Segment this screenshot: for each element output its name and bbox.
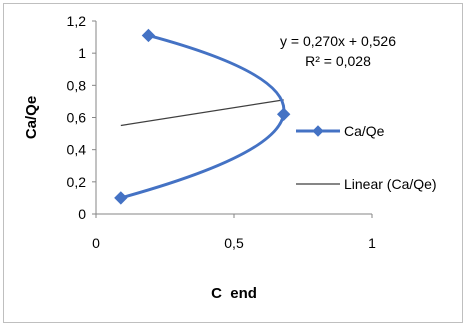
r-squared-label: R² = 0,028 bbox=[305, 53, 371, 69]
legend-marker bbox=[312, 125, 324, 137]
x-tick-label: 0,5 bbox=[224, 235, 244, 251]
y-axis-title: Ca/Qe bbox=[23, 96, 40, 139]
y-tick-label: 0,6 bbox=[67, 110, 87, 126]
trendline-equation: y = 0,270x + 0,526 bbox=[280, 33, 396, 49]
trendline bbox=[120, 99, 284, 127]
x-tick-label: 1 bbox=[368, 235, 376, 251]
y-tick-labels: 0 0,2 0,4 0,6 0,8 1 1,2 bbox=[67, 13, 87, 222]
legend-label-trendline: Linear (Ca/Qe) bbox=[344, 176, 437, 192]
x-tick-label: 0 bbox=[92, 235, 100, 251]
y-tick-label: 1 bbox=[78, 45, 86, 61]
legend: Ca/Qe Linear (Ca/Qe) bbox=[296, 123, 437, 192]
y-tick-label: 0 bbox=[78, 206, 86, 222]
data-point-marker bbox=[141, 28, 156, 43]
y-tick-label: 0,8 bbox=[67, 77, 87, 93]
legend-label-series: Ca/Qe bbox=[344, 123, 385, 139]
chart-frame bbox=[3, 3, 463, 323]
axes bbox=[92, 20, 373, 218]
y-tick-label: 0,2 bbox=[67, 174, 87, 190]
y-tick-label: 0,4 bbox=[67, 142, 87, 158]
data-point-marker bbox=[114, 191, 128, 205]
x-axis-title: C end bbox=[211, 285, 257, 302]
y-tick-label: 1,2 bbox=[67, 13, 87, 29]
plot-area bbox=[114, 28, 291, 205]
data-point-marker bbox=[276, 107, 291, 121]
series-line bbox=[120, 34, 286, 200]
x-tick-labels: 0 0,5 1 bbox=[92, 235, 376, 251]
